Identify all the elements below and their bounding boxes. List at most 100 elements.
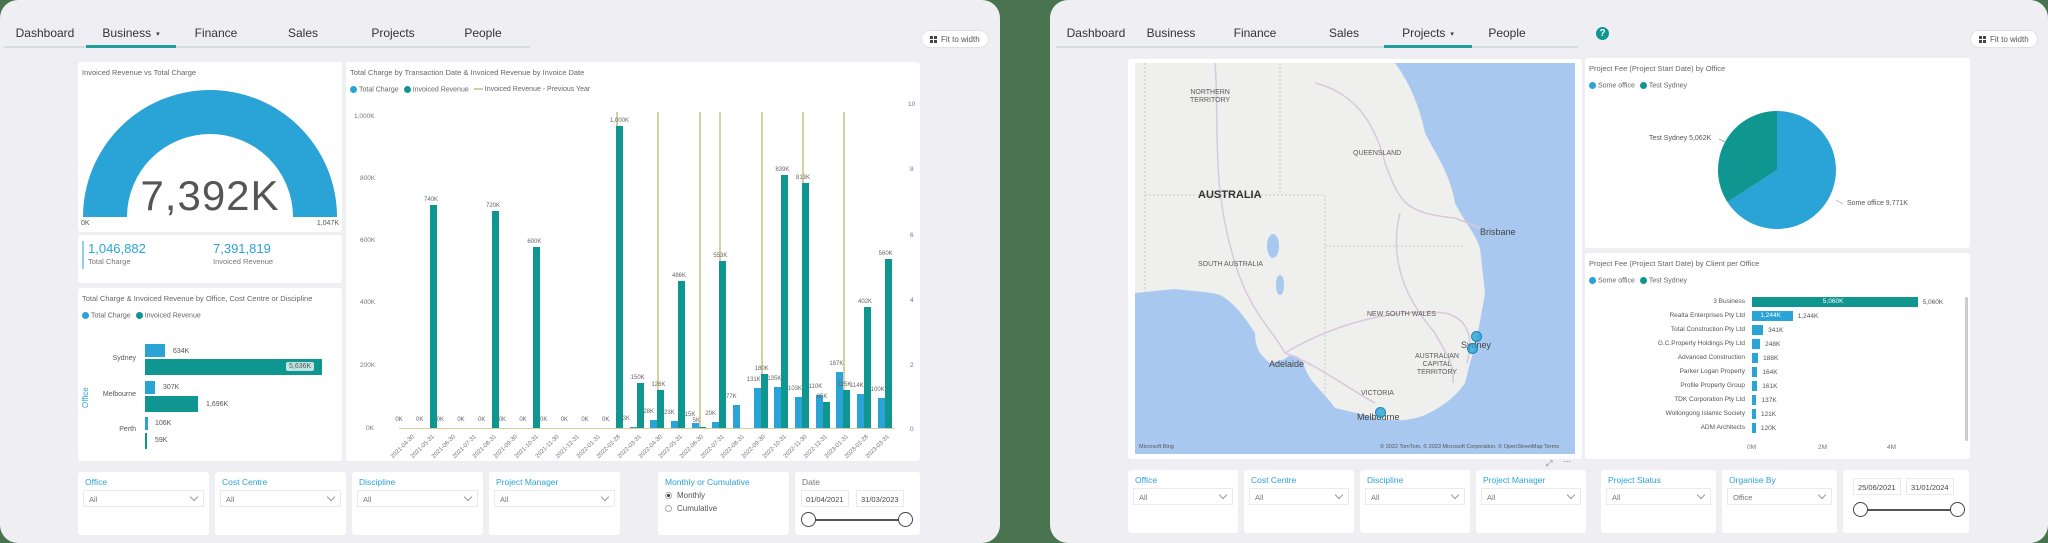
column-invoiced-revenue[interactable]: [843, 390, 851, 428]
column-invoiced-revenue[interactable]: [533, 246, 541, 428]
column-total-charge[interactable]: [733, 404, 740, 428]
tab-finance[interactable]: Finance: [1233, 26, 1277, 40]
column-total-charge[interactable]: [650, 419, 658, 428]
client-bar[interactable]: [1752, 381, 1758, 391]
date-start-input[interactable]: 01/04/2021: [801, 490, 849, 507]
column-invoiced-revenue[interactable]: [657, 389, 665, 428]
column-total-charge[interactable]: [691, 423, 699, 428]
column-total-charge[interactable]: [795, 396, 802, 428]
date-range-start-handle[interactable]: [1853, 502, 1868, 517]
column-invoiced-revenue[interactable]: [884, 258, 892, 428]
legend-some-office[interactable]: Some office: [1589, 82, 1635, 89]
gauge-card[interactable]: Invoiced Revenue vs Total Charge 7,392K …: [78, 62, 342, 232]
column-total-charge[interactable]: [712, 421, 720, 428]
map-bubble-sydney-2[interactable]: [1467, 343, 1478, 354]
date-range-end-handle[interactable]: [898, 512, 913, 527]
office-dropdown[interactable]: All: [1133, 488, 1233, 505]
column-invoiced-revenue[interactable]: [822, 402, 830, 428]
bar-melbourne-invoiced-revenue[interactable]: [145, 396, 198, 412]
column-total-charge[interactable]: [774, 387, 782, 428]
focus-mode-icon[interactable]: ⤢: [1546, 459, 1553, 468]
client-bar[interactable]: [1752, 409, 1756, 419]
map-bubble-sydney-1[interactable]: [1471, 331, 1482, 342]
fit-to-width-button[interactable]: Fit to width: [1970, 30, 2038, 48]
radio-monthly[interactable]: Monthly: [665, 491, 705, 500]
legend-previous-year[interactable]: Invoiced Revenue - Previous Year: [473, 86, 590, 93]
project-manager-dropdown[interactable]: All: [1481, 488, 1581, 505]
project-manager-dropdown[interactable]: All: [494, 490, 615, 507]
legend-invoiced-revenue[interactable]: Invoiced Revenue: [403, 86, 469, 93]
column-invoiced-revenue[interactable]: [802, 182, 809, 428]
office-pie-chart[interactable]: Project Fee (Project Start Date) by Offi…: [1585, 58, 1970, 248]
map-bubble-melbourne[interactable]: [1375, 407, 1386, 418]
legend-some-office[interactable]: Some office: [1589, 277, 1635, 284]
tab-projects[interactable]: Projects: [371, 26, 415, 40]
bar-sydney-total-charge[interactable]: [145, 344, 165, 357]
tab-business[interactable]: Business: [1146, 26, 1196, 40]
client-bar[interactable]: [1752, 339, 1761, 349]
fit-to-width-button[interactable]: Fit to width: [921, 30, 989, 48]
project-status-dropdown[interactable]: All: [1606, 488, 1711, 505]
tab-people[interactable]: People: [1488, 26, 1526, 40]
tab-sales[interactable]: Sales: [1328, 26, 1360, 40]
cost-centre-dropdown[interactable]: All: [220, 490, 341, 507]
client-bar[interactable]: [1752, 395, 1757, 405]
discipline-dropdown[interactable]: All: [1365, 488, 1465, 505]
tab-people[interactable]: People: [464, 26, 502, 40]
column-invoiced-revenue[interactable]: [430, 204, 437, 428]
column-total-charge[interactable]: [857, 393, 864, 428]
bar-sydney-invoiced-revenue[interactable]: [145, 359, 322, 375]
vertical-scrollbar[interactable]: [1965, 297, 1968, 441]
tab-dashboard[interactable]: Dashboard: [15, 26, 75, 40]
column-invoiced-revenue[interactable]: [616, 126, 623, 428]
client-bar[interactable]: [1752, 367, 1758, 377]
client-bar[interactable]: [1752, 325, 1764, 335]
monthly-column-chart[interactable]: Total Charge by Transaction Date & Invoi…: [346, 62, 920, 461]
column-total-charge[interactable]: [629, 427, 637, 428]
australia-map[interactable]: NORTHERN TERRITORY QUEENSLAND AUSTRALIA …: [1135, 63, 1575, 454]
column-invoiced-revenue[interactable]: [864, 306, 871, 428]
office-dropdown[interactable]: All: [83, 490, 204, 507]
organise-by-dropdown[interactable]: Office: [1727, 488, 1832, 505]
column-invoiced-revenue[interactable]: [678, 281, 685, 428]
legend-test-sydney[interactable]: Test Sydney: [1639, 82, 1687, 89]
column-total-charge[interactable]: [877, 397, 885, 428]
more-options-icon[interactable]: ⋯: [1563, 457, 1571, 466]
discipline-dropdown[interactable]: All: [357, 490, 478, 507]
client-bar-chart[interactable]: Project Fee (Project Start Date) by Clie…: [1585, 253, 1970, 459]
column-total-charge[interactable]: [753, 388, 761, 428]
legend-total-charge[interactable]: Total Charge: [350, 86, 399, 93]
radio-cumulative[interactable]: Cumulative: [665, 504, 717, 513]
column-invoiced-revenue[interactable]: [636, 382, 644, 428]
date-range-end-handle[interactable]: [1950, 502, 1965, 517]
column-total-charge[interactable]: [671, 421, 678, 428]
column-invoiced-revenue[interactable]: [760, 373, 768, 428]
tab-business[interactable]: Business ▾: [86, 18, 176, 48]
date-range-start-handle[interactable]: [801, 512, 816, 527]
client-bar[interactable]: [1752, 353, 1759, 363]
legend-total-charge[interactable]: Total Charge: [82, 312, 131, 319]
column-invoiced-revenue[interactable]: [492, 210, 499, 428]
column-invoiced-revenue[interactable]: [698, 426, 706, 428]
tab-dashboard[interactable]: Dashboard: [1066, 26, 1126, 40]
column-total-charge[interactable]: [815, 394, 823, 428]
client-bar[interactable]: [1752, 423, 1756, 433]
map-copyright[interactable]: © 2022 TomTom, © 2023 Microsoft Corporat…: [1380, 444, 1559, 450]
column-invoiced-revenue[interactable]: [781, 174, 789, 428]
column-total-charge[interactable]: [836, 371, 844, 428]
bar-melbourne-total-charge[interactable]: [145, 381, 155, 394]
bar-perth-invoiced-revenue[interactable]: [145, 433, 147, 449]
help-icon[interactable]: ?: [1596, 27, 1609, 40]
cost-centre-dropdown[interactable]: All: [1249, 488, 1349, 505]
tab-finance[interactable]: Finance: [194, 26, 238, 40]
tab-sales[interactable]: Sales: [287, 26, 319, 40]
date-end-input[interactable]: 31/01/2024: [1906, 478, 1954, 495]
tab-projects[interactable]: Projects ▾: [1384, 18, 1472, 48]
legend-test-sydney[interactable]: Test Sydney: [1639, 277, 1687, 284]
client-bar[interactable]: [1752, 311, 1793, 321]
bar-perth-total-charge[interactable]: [145, 417, 148, 430]
date-end-input[interactable]: 31/03/2023: [856, 490, 904, 507]
column-invoiced-revenue[interactable]: [719, 261, 727, 428]
date-start-input[interactable]: 25/06/2021: [1853, 478, 1901, 495]
office-bar-chart[interactable]: Total Charge & Invoiced Revenue by Offic…: [78, 288, 342, 461]
